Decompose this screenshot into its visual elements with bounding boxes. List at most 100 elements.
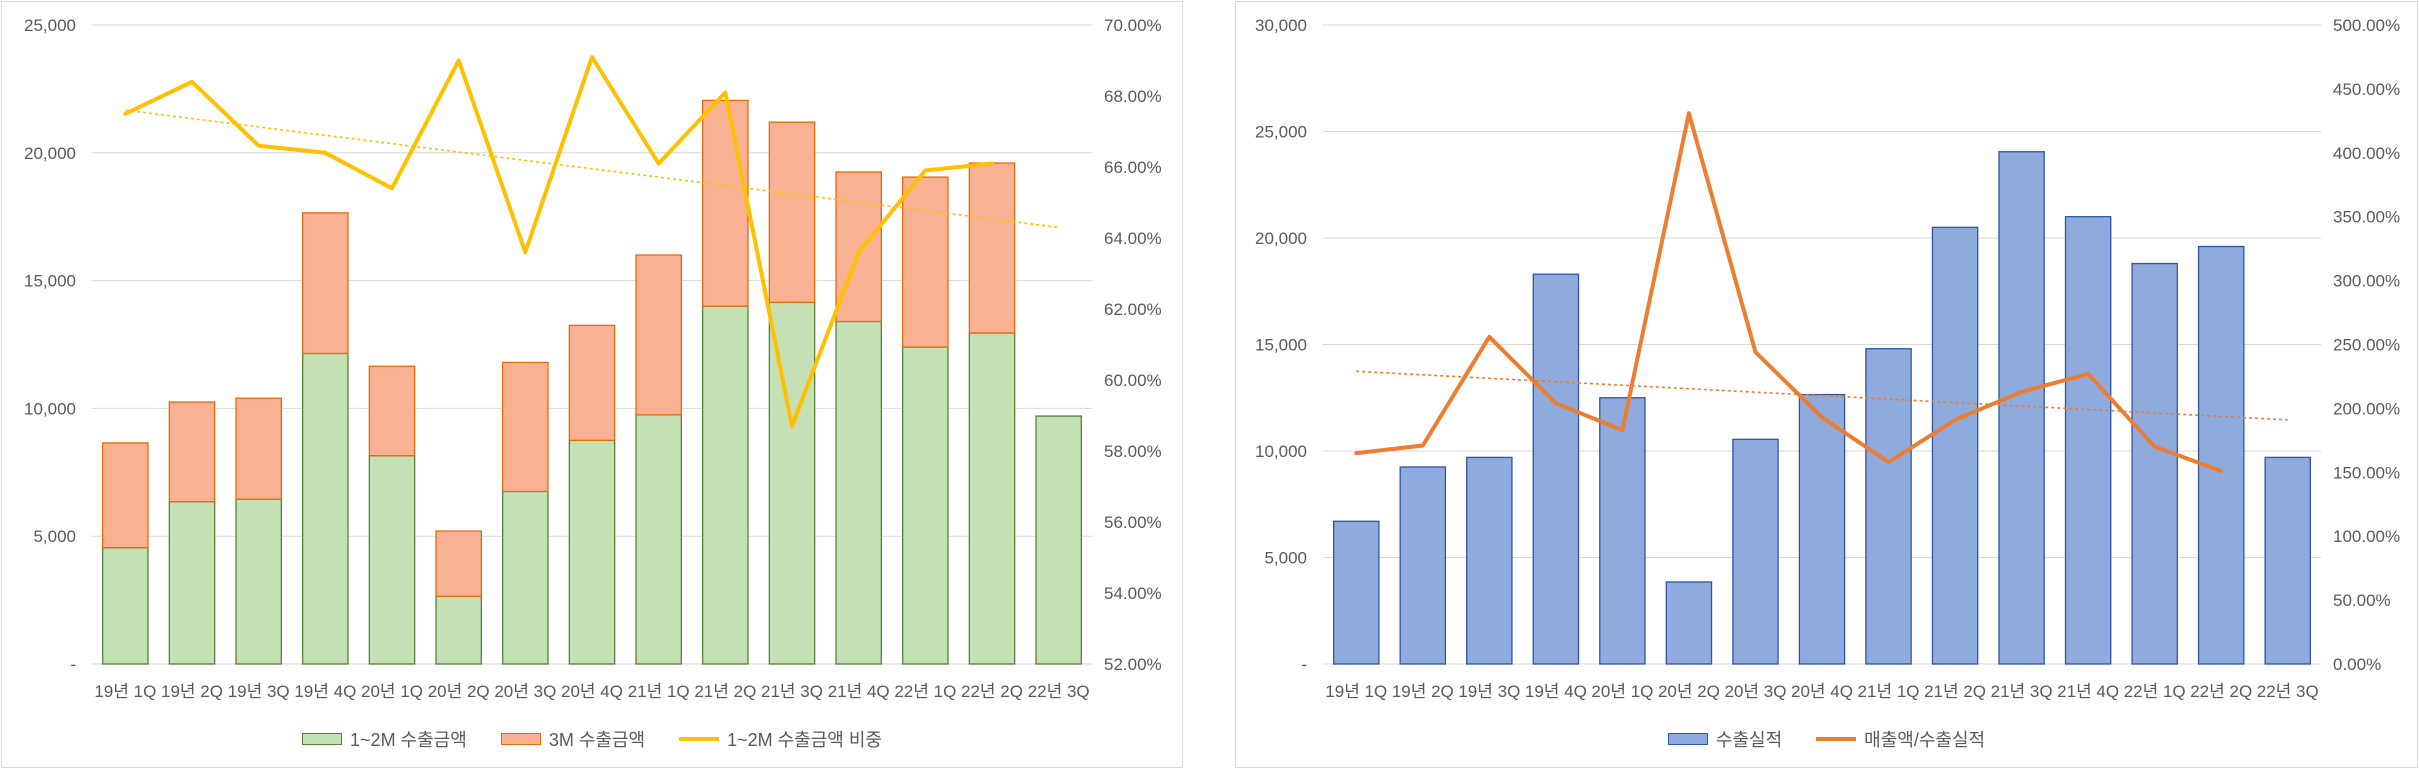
x-tick-label: 21년 3Q — [761, 682, 823, 701]
y-right-tick-label: 250.00% — [2333, 336, 2400, 355]
bar-1 — [635, 414, 682, 665]
bar-1 — [102, 547, 149, 665]
chart-panel-export-amount: - 5,000 10,000 15,000 20,000 25,000 52.00% 54.0… — [1, 1, 1183, 768]
bar-1 — [2131, 262, 2178, 665]
legend-item-3m-amount: 3M 수출금액 — [500, 726, 645, 752]
bar-1 — [2197, 245, 2245, 665]
y-left-tick-label: 20,000 — [24, 144, 76, 163]
bar-2 — [702, 99, 749, 307]
bar-1 — [1532, 273, 1580, 665]
legend-item-sales-ratio: 매출액/수출실적 — [1816, 726, 1985, 752]
y-left-tick-label: - — [1301, 655, 1307, 674]
export-results-chart: - 5,000 10,000 15,000 20,000 25,000 30,000 0.00… — [1255, 16, 2400, 701]
legend-label-1-2m-share: 1~2M 수출금액 비중 — [727, 730, 882, 750]
bar-1 — [1732, 438, 1779, 665]
y-right-tick-label: 0.00% — [2333, 655, 2381, 674]
bar-2 — [102, 442, 149, 549]
y-right-tick-label: 350.00% — [2333, 208, 2400, 227]
legend-right: 수출실적 매출액/수출실적 — [1236, 726, 2417, 752]
legend-item-1-2m-share: 1~2M 수출금액 비중 — [679, 726, 882, 752]
legend-swatch-sales-ratio — [1816, 737, 1857, 741]
bar-1 — [1466, 456, 1513, 665]
x-tick-label: 21년 4Q — [828, 682, 890, 701]
y-right-tick-label: 62.00% — [1104, 300, 1162, 319]
x-tick-label: 20년 4Q — [561, 682, 623, 701]
x-tick-label: 19년 3Q — [228, 682, 290, 701]
y-left-tick-label: 25,000 — [24, 16, 76, 35]
y-right-tick-label: 56.00% — [1104, 513, 1162, 532]
legend-swatch-export-results — [1667, 733, 1708, 745]
legend-label-sales-ratio: 매출액/수출실적 — [1864, 730, 1986, 750]
bar-1 — [1399, 466, 1447, 665]
bar-1 — [1599, 397, 1646, 665]
y-right-tick-label: 100.00% — [2333, 527, 2400, 546]
x-tick-label: 20년 1Q — [361, 682, 423, 701]
x-tick-label: 22년 3Q — [1028, 682, 1090, 701]
bar-1 — [1665, 581, 1713, 665]
x-tick-label: 22년 1Q — [894, 682, 956, 701]
y-right-tick-label: 400.00% — [2333, 144, 2400, 163]
bar-1 — [1865, 348, 1912, 665]
y-left-tick-label: 30,000 — [1255, 16, 1307, 35]
y-left-tick-label: 15,000 — [24, 272, 76, 291]
y-left-tick-label: 5,000 — [1264, 549, 1307, 568]
x-tick-label: 21년 1Q — [628, 682, 690, 701]
bar-2 — [768, 121, 816, 303]
x-tick-label: 19년 3Q — [1458, 682, 1520, 701]
bar-2 — [968, 162, 1016, 334]
series-line — [1354, 111, 2224, 473]
x-tick-label: 19년 2Q — [161, 682, 223, 701]
bar-1 — [1998, 151, 2045, 665]
bar-1 — [235, 498, 282, 665]
legend-swatch-1-2m-share — [679, 737, 720, 741]
x-tick-label: 21년 4Q — [2057, 682, 2119, 701]
legend-swatch-1-2m-amount — [302, 733, 343, 745]
bar-2 — [168, 401, 216, 503]
x-tick-label: 20년 4Q — [1791, 682, 1853, 701]
y-right-tick-label: 70.00% — [1104, 16, 1162, 35]
y-right-tick-label: 50.00% — [2333, 591, 2391, 610]
x-tick-label: 20년 3Q — [1724, 682, 1786, 701]
y-left-tick-label: 10,000 — [24, 399, 76, 418]
bar-1 — [702, 305, 749, 665]
bar-2 — [235, 397, 282, 500]
x-tick-label: 22년 2Q — [2190, 682, 2252, 701]
y-left-tick-label: 15,000 — [1255, 336, 1307, 355]
bar-1 — [568, 439, 616, 665]
y-right-tick-label: 58.00% — [1104, 442, 1162, 461]
bar-2 — [902, 176, 949, 348]
x-tick-label: 19년 4Q — [294, 682, 356, 701]
bar-2 — [368, 365, 416, 457]
legend-label-1-2m-amount: 1~2M 수출금액 — [350, 730, 467, 750]
bar-2 — [568, 324, 616, 441]
trendline — [125, 109, 1059, 229]
export-amount-chart: - 5,000 10,000 15,000 20,000 25,000 52.00% 54.0… — [24, 16, 1162, 701]
y-right-tick-label: 68.00% — [1104, 87, 1162, 106]
legend-label-export-results: 수출실적 — [1715, 730, 1783, 750]
legend-item-export-results: 수출실적 — [1667, 726, 1783, 752]
bar-1 — [902, 346, 949, 665]
bar-1 — [835, 320, 882, 665]
y-left-tick-label: 10,000 — [1255, 442, 1307, 461]
y-right-tick-label: 200.00% — [2333, 399, 2400, 418]
bar-1 — [968, 332, 1016, 665]
bar-1 — [2064, 216, 2112, 665]
legend-left: 1~2M 수출금액 3M 수출금액 1~2M 수출금액 비중 — [2, 726, 1182, 752]
x-tick-label: 22년 3Q — [2257, 682, 2319, 701]
y-right-tick-label: 150.00% — [2333, 463, 2400, 482]
bar-1 — [2264, 456, 2312, 665]
bar-2 — [302, 212, 349, 355]
legend-item-1-2m-amount: 1~2M 수출금액 — [302, 726, 467, 752]
bar-1 — [1798, 393, 1846, 665]
y-right-tick-label: 64.00% — [1104, 229, 1162, 248]
y-right-tick-label: 54.00% — [1104, 584, 1162, 603]
x-tick-label: 19년 4Q — [1525, 682, 1587, 701]
y-right-tick-label: 300.00% — [2333, 272, 2400, 291]
x-tick-label: 22년 1Q — [2124, 682, 2186, 701]
bar-2 — [502, 361, 549, 493]
x-tick-label: 20년 2Q — [428, 682, 490, 701]
x-tick-label: 21년 3Q — [1991, 682, 2053, 701]
x-tick-label: 20년 2Q — [1658, 682, 1720, 701]
bar-1 — [1332, 520, 1380, 665]
y-right-tick-label: 500.00% — [2333, 16, 2400, 35]
